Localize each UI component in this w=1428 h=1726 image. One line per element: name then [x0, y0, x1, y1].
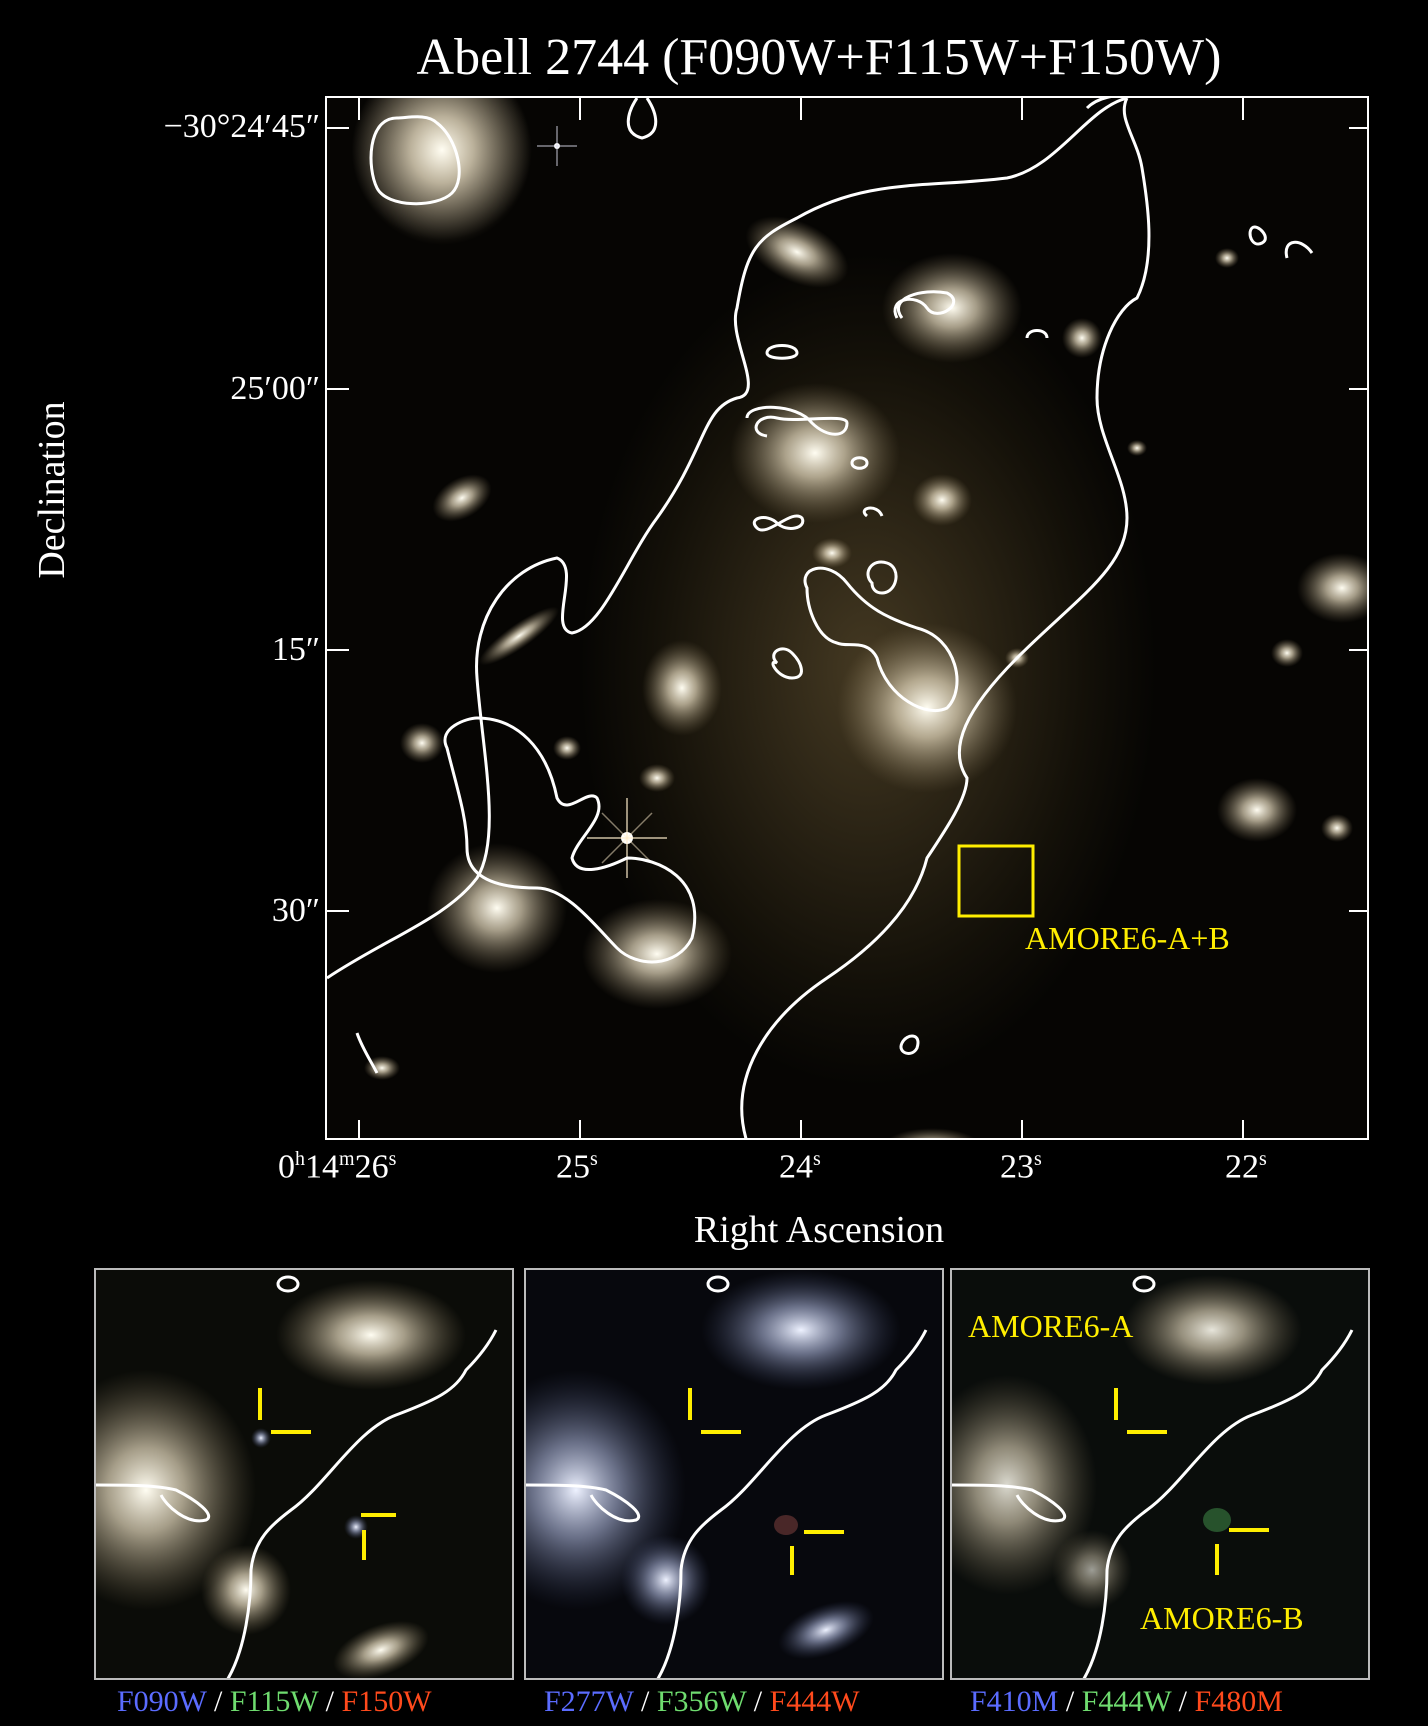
filter-red: F444W: [769, 1685, 860, 1718]
filter-blue: F277W: [544, 1685, 634, 1718]
inset-image-2: [526, 1270, 928, 1678]
dec-tick-label: 25′00″: [230, 370, 320, 407]
ra-tick-label: 25s: [556, 1148, 598, 1186]
inset-panel-3: AMORE6-A AMORE6-B: [950, 1268, 1370, 1680]
separator: /: [633, 1685, 657, 1718]
ra-tick-label: 0h14m26s: [278, 1148, 397, 1186]
inset-1-filters: F090W / F115W / F150W: [117, 1685, 432, 1719]
filter-red: F480M: [1194, 1685, 1283, 1718]
ra-tick-label: 22s: [1225, 1148, 1267, 1186]
dec-tick-label: 15″: [271, 631, 320, 668]
separator: /: [318, 1685, 342, 1718]
filter-green: F356W: [656, 1685, 747, 1718]
inset-3-filters: F410M / F444W / F480M: [970, 1685, 1283, 1719]
filter-blue: F410M: [970, 1685, 1059, 1718]
inset-panel-2: [524, 1268, 944, 1680]
filter-green: F115W: [229, 1685, 319, 1718]
amore6-b-label: AMORE6-B: [1140, 1600, 1304, 1636]
ra-tick-label: 23s: [1000, 1148, 1042, 1186]
critical-curves: [327, 98, 1314, 1138]
galaxies: [352, 98, 1367, 1138]
x-axis-label: Right Ascension: [693, 1209, 945, 1251]
inset-image-3: [952, 1275, 1354, 1678]
separator: /: [1171, 1685, 1195, 1718]
amore6-a-label: AMORE6-A: [968, 1308, 1134, 1344]
main-image-panel: [325, 96, 1369, 1140]
separator: /: [1058, 1685, 1082, 1718]
axis-ticks: [327, 98, 1367, 1138]
cluster-image: [327, 98, 1367, 1138]
ra-tick-label: 24s: [779, 1148, 821, 1186]
filter-red: F150W: [341, 1685, 432, 1718]
filter-blue: F090W: [117, 1685, 207, 1718]
dec-tick-label: 30″: [271, 892, 320, 929]
separator: /: [746, 1685, 770, 1718]
filter-green: F444W: [1081, 1685, 1172, 1718]
roi-box: [957, 844, 1035, 918]
inset-image-1: [96, 1275, 498, 1678]
separator: /: [206, 1685, 230, 1718]
inset-panel-1: [94, 1268, 514, 1680]
dec-tick-label: −30°24′45″: [163, 108, 320, 145]
figure-title: Abell 2744 (F090W+F115W+F150W): [416, 29, 1222, 86]
inset-2-filters: F277W / F356W / F444W: [544, 1685, 860, 1719]
y-axis-label: Declination: [31, 401, 73, 579]
roi-label: AMORE6-A+B: [1025, 920, 1230, 956]
